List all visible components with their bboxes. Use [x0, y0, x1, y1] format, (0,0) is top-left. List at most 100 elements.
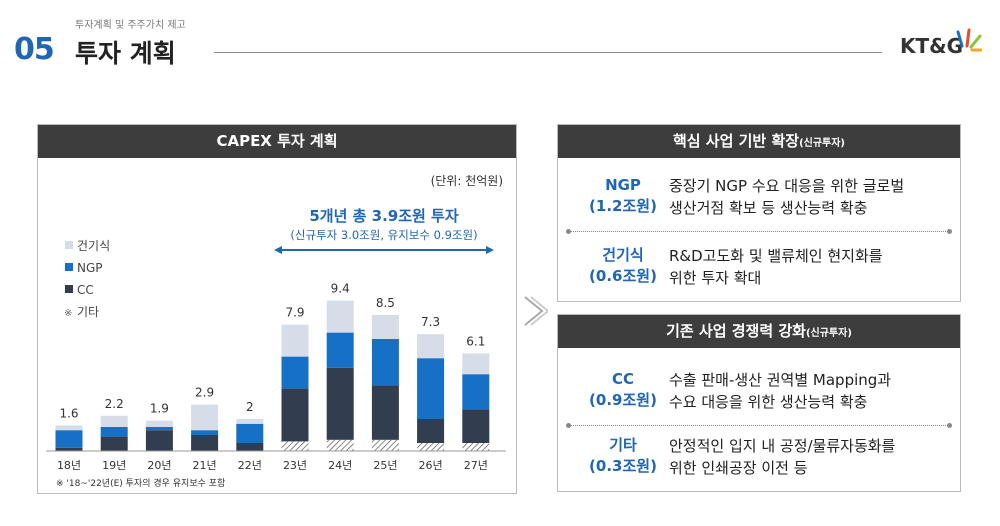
item-desc-line: 위한 투자 확대 [669, 269, 762, 287]
bar-segment-건기식 [236, 419, 264, 424]
chevron-right-icon [524, 296, 548, 326]
bar-segment-기타 [462, 443, 490, 451]
company-logo: KT&G [900, 34, 963, 58]
span-arrow [274, 246, 494, 254]
item-label: CC [611, 370, 635, 388]
capex-panel-title: CAPEX 투자 계획 [38, 125, 516, 158]
legend-label: 기타 [77, 305, 99, 319]
bar-segment-건기식 [100, 415, 128, 427]
item-desc-line: R&D고도화 및 밸류체인 현지화를 [669, 247, 883, 265]
core-expansion-title-text: 핵심 사업 기반 확장 [672, 132, 800, 150]
x-tick-label: 22년 [238, 459, 262, 472]
list-item: CC (0.9조원) 수출 판매-생산 권역별 Mapping과 수요 대응을 … [558, 365, 960, 421]
section-number: 05 [14, 32, 55, 67]
capex-panel: CAPEX 투자 계획 (단위: 천억원) 5개년 총 3.9조원 투자 (신규… [37, 124, 517, 494]
item-amount: (0.9조원) [589, 391, 657, 409]
x-tick-label: 18년 [57, 459, 81, 472]
bar-segment-CC [417, 419, 445, 443]
bar-segment-기타 [417, 443, 445, 451]
bar-total-label: 6.1 [466, 334, 485, 348]
bar-segment-기타 [326, 439, 354, 451]
bar-segment-NGP [371, 339, 399, 386]
unit-label: (단위: 천억원) [431, 173, 503, 188]
bar-segment-NGP [417, 358, 445, 419]
bar-segment-건기식 [326, 300, 354, 333]
bar-total-label: 1.6 [59, 406, 78, 420]
bar-segment-CC [462, 409, 490, 443]
item-desc-line: 안정적인 입지 내 공정/물류자동화를 [669, 437, 896, 455]
core-expansion-note: (신규투자) [799, 138, 846, 149]
breadcrumb: 투자계획 및 주주가치 제고 [75, 20, 186, 31]
list-item: 기타 (0.3조원) 안정적인 입지 내 공정/물류자동화를 위한 인쇄공장 이… [558, 431, 960, 487]
x-tick-label: 21년 [193, 459, 217, 472]
item-desc-line: 위한 인쇄공장 이전 등 [669, 459, 808, 477]
legend-swatch [65, 263, 73, 271]
bar-segment-건기식 [371, 315, 399, 339]
bar-segment-건기식 [417, 334, 445, 359]
bar-segment-NGP [462, 374, 490, 410]
bar-segment-기타 [371, 439, 399, 451]
bar-segment-기타 [281, 441, 309, 451]
bar-segment-건기식 [281, 324, 309, 357]
bar-segment-건기식 [191, 404, 219, 431]
bar-segment-NGP [326, 332, 354, 368]
bar-segment-NGP [145, 427, 173, 431]
bar-segment-NGP [191, 430, 219, 435]
header-divider [214, 52, 882, 53]
page-title: 투자 계획 [75, 39, 176, 68]
highlight-subtitle: (신규투자 3.0조원, 유지보수 0.9조원) [290, 228, 477, 242]
bar-segment-건기식 [55, 425, 83, 431]
item-desc-line: 수요 대응을 위한 생산능력 확충 [669, 393, 868, 411]
item-amount: (0.6조원) [589, 267, 657, 285]
bar-total-label: 8.5 [376, 296, 395, 310]
item-divider [566, 229, 952, 234]
item-label: 기타 [609, 436, 637, 454]
item-divider [566, 423, 952, 428]
bar-segment-NGP [55, 430, 83, 448]
competitiveness-title-text: 기존 사업 경쟁력 강화 [666, 322, 806, 340]
item-amount: (0.3조원) [589, 457, 657, 475]
list-item: NGP (1.2조원) 중장기 NGP 수요 대응을 위한 글로벌 생산거점 확… [558, 171, 960, 227]
x-tick-label: 19년 [102, 459, 126, 472]
bar-segment-NGP [281, 356, 309, 389]
chart-bars: 1.6 2.2 1.9 2.9 2 7.9 9.4 8.5 7.3 6.1 [55, 282, 490, 451]
bar-total-label: 9.4 [331, 282, 350, 296]
list-item: 건기식 (0.6조원) R&D고도화 및 밸류체인 현지화를 위한 투자 확대 [558, 241, 960, 297]
item-desc-line: 중장기 NGP 수요 대응을 위한 글로벌 [669, 177, 905, 195]
bar-segment-CC [371, 385, 399, 440]
item-label: 건기식 [602, 246, 644, 264]
footnote: ※ '18~'22년(E) 투자의 경우 유지보수 포함 [56, 477, 225, 489]
bar-total-label: 2.2 [105, 397, 124, 411]
legend-label: CC [77, 283, 94, 297]
item-label: NGP [605, 176, 641, 194]
competitiveness-note: (신규투자) [805, 328, 852, 339]
x-tick-label: 24년 [328, 459, 352, 472]
highlight-title: 5개년 총 3.9조원 투자 [309, 207, 458, 225]
x-tick-label: 25년 [373, 459, 397, 472]
item-desc-line: 수출 판매-생산 권역별 Mapping과 [669, 371, 892, 389]
bar-segment-건기식 [462, 353, 490, 375]
chart-legend: 건기식 NGP CC ※ 기타 [64, 239, 110, 319]
x-axis-labels: 18년 19년 20년 21년 22년 23년 24년 25년 26년 27년 [57, 459, 488, 472]
bar-total-label: 2.9 [195, 386, 214, 400]
x-tick-label: 26년 [419, 459, 443, 472]
logo-rays-icon [956, 28, 982, 52]
bar-segment-CC [191, 435, 219, 451]
legend-swatch [65, 241, 73, 249]
bar-total-label: 7.9 [285, 306, 304, 320]
x-tick-label: 27년 [464, 459, 488, 472]
bar-segment-CC [55, 447, 83, 451]
item-desc-line: 생산거점 확보 등 생산능력 확충 [669, 199, 868, 217]
bar-segment-NGP [236, 423, 264, 443]
legend-swatch [65, 285, 73, 293]
bar-total-label: 7.3 [421, 315, 440, 329]
bar-segment-건기식 [145, 420, 173, 427]
bar-segment-CC [236, 443, 264, 451]
bar-segment-CC [281, 388, 309, 442]
bar-segment-CC [326, 367, 354, 440]
bar-segment-NGP [100, 427, 128, 437]
bar-total-label: 2 [246, 400, 254, 414]
competitiveness-panel: 기존 사업 경쟁력 강화(신규투자) CC (0.9조원) 수출 판매-생산 권… [557, 314, 961, 492]
legend-hatch-icon: ※ [64, 308, 72, 319]
bar-total-label: 1.9 [150, 402, 169, 416]
